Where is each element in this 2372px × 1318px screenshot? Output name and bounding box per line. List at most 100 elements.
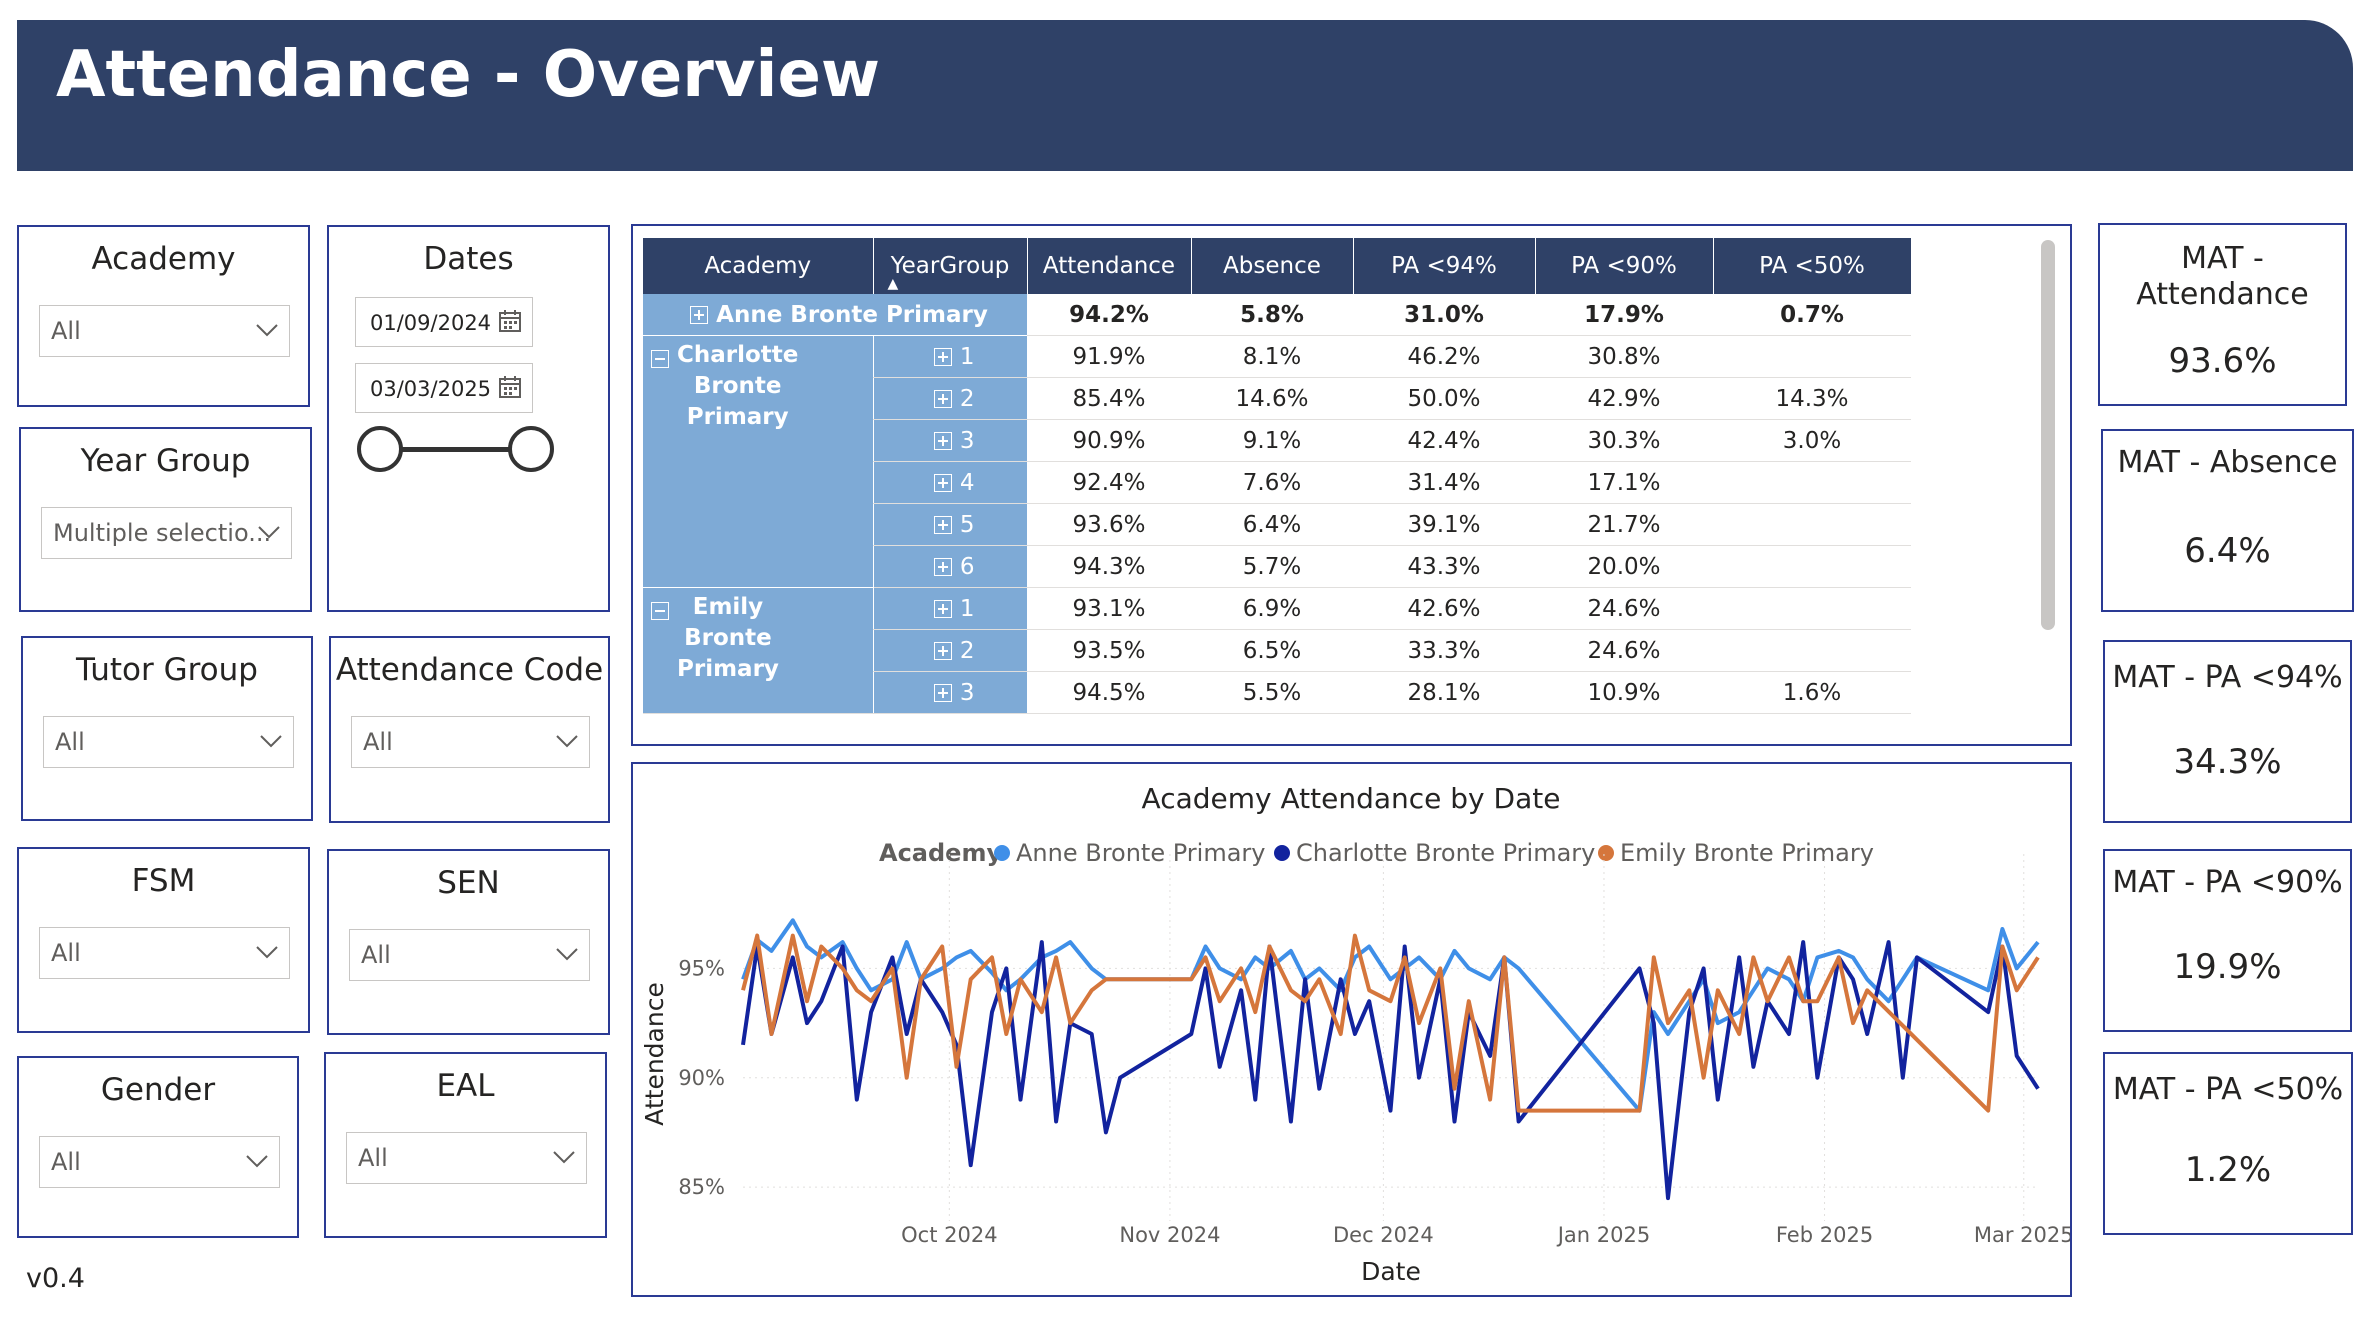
- pa90-cell: 24.6%: [1535, 587, 1713, 630]
- sen-dropdown[interactable]: All: [349, 929, 590, 981]
- series-line-0: [741, 918, 2040, 1113]
- gender-slicer: Gender All: [17, 1056, 299, 1238]
- legend-entry: Charlotte Bronte Primary: [1296, 839, 1595, 867]
- kpi-value: 93.6%: [2168, 341, 2277, 381]
- chevron-down-icon: [556, 735, 578, 748]
- pa50-cell: [1713, 335, 1911, 378]
- academy-cell: Charlotte Bronte Primary: [643, 335, 873, 588]
- series-line-2: [741, 933, 2040, 1113]
- header-bar: [17, 20, 2353, 171]
- kpi-title: MAT - Attendance: [2136, 241, 2309, 312]
- matrix-table: Academy YearGroup ▲ Attendance Absence PA…: [643, 238, 1912, 714]
- fsm-dropdown[interactable]: All: [39, 927, 290, 979]
- legend-marker: [994, 845, 1010, 861]
- year-group-cell: 3: [872, 671, 1027, 714]
- chevron-down-icon: [553, 1151, 575, 1164]
- expand-icon[interactable]: [933, 432, 952, 450]
- tutor-group-slicer-title: Tutor Group: [76, 652, 258, 688]
- fsm-slicer: FSM All: [17, 847, 310, 1033]
- academy-dropdown-value: All: [51, 317, 81, 345]
- matrix-scrollbar[interactable]: [2041, 240, 2055, 630]
- pa94-cell: 33.3%: [1353, 629, 1535, 672]
- end-date-input[interactable]: 03/03/2025: [355, 363, 533, 413]
- eal-slicer: EAL All: [324, 1052, 607, 1238]
- table-row: 2 85.4% 14.6% 50.0% 42.9% 14.3%: [643, 377, 1911, 420]
- legend-marker: [1598, 845, 1614, 861]
- sen-slicer-title: SEN: [437, 865, 500, 901]
- pa94-cell: 42.4%: [1353, 419, 1535, 462]
- version-label: v0.4: [26, 1263, 85, 1294]
- tutor-group-dropdown[interactable]: All: [43, 716, 294, 768]
- start-date-input[interactable]: 01/09/2024: [355, 297, 533, 347]
- expand-icon[interactable]: [933, 516, 952, 534]
- column-header[interactable]: Attendance: [1027, 238, 1192, 294]
- expand-icon[interactable]: [933, 348, 952, 366]
- x-tick-label: Dec 2024: [1333, 1223, 1434, 1247]
- pa50-cell: 0.7%: [1713, 294, 1911, 336]
- collapse-icon[interactable]: [651, 350, 669, 368]
- x-tick-label: Mar 2025: [1974, 1223, 2070, 1247]
- pa50-cell: [1713, 461, 1911, 504]
- dates-slicer: Dates 01/09/2024 03/03/2025: [327, 225, 610, 612]
- sen-dropdown-value: All: [361, 941, 391, 969]
- date-range-end-handle[interactable]: [508, 426, 554, 472]
- attendance-code-dropdown-value: All: [363, 728, 393, 756]
- absence-cell: 9.1%: [1191, 419, 1353, 462]
- sort-ascending-icon: ▲: [887, 276, 899, 292]
- chevron-down-icon: [256, 324, 278, 337]
- year-group-dropdown[interactable]: Multiple selectio...: [41, 507, 292, 559]
- legend-entry: Anne Bronte Primary: [1016, 839, 1265, 867]
- expand-icon[interactable]: [933, 642, 952, 660]
- table-row: 3 90.9% 9.1% 42.4% 30.3% 3.0%: [643, 419, 1911, 462]
- column-header[interactable]: PA <94%: [1353, 238, 1536, 294]
- academy-cell: Anne Bronte Primary: [643, 294, 1027, 336]
- sen-slicer: SEN All: [327, 849, 610, 1035]
- attendance-cell: 93.1%: [1027, 587, 1191, 630]
- pa90-cell: 30.3%: [1535, 419, 1713, 462]
- expand-icon[interactable]: [933, 474, 952, 492]
- x-axis-label: Date: [1361, 1257, 1421, 1286]
- calendar-icon[interactable]: [498, 309, 522, 333]
- expand-icon[interactable]: [933, 600, 952, 618]
- expand-icon[interactable]: [933, 390, 952, 408]
- attendance-cell: 94.2%: [1027, 294, 1191, 336]
- absence-cell: 5.5%: [1191, 671, 1353, 714]
- kpi-title: MAT - PA <90%: [2112, 865, 2343, 900]
- column-header[interactable]: Academy: [643, 238, 874, 294]
- end-date-value: 03/03/2025: [370, 377, 492, 401]
- expand-icon[interactable]: [933, 684, 952, 702]
- column-header[interactable]: PA <50%: [1713, 238, 1912, 294]
- column-header[interactable]: PA <90%: [1535, 238, 1714, 294]
- attendance-code-dropdown[interactable]: All: [351, 716, 590, 768]
- attendance-cell: 91.9%: [1027, 335, 1191, 378]
- kpi-card-absence: MAT - Absence 6.4%: [2101, 429, 2354, 612]
- date-range-start-handle[interactable]: [357, 426, 403, 472]
- pa94-cell: 39.1%: [1353, 503, 1535, 546]
- kpi-title: MAT - PA <50%: [2112, 1072, 2344, 1107]
- pa50-cell: 3.0%: [1713, 419, 1911, 462]
- eal-slicer-title: EAL: [436, 1068, 495, 1104]
- expand-icon[interactable]: [690, 306, 709, 324]
- column-header[interactable]: Absence: [1191, 238, 1354, 294]
- year-group-value: 2: [959, 385, 975, 412]
- pa90-cell: 17.1%: [1535, 461, 1713, 504]
- gender-dropdown[interactable]: All: [39, 1136, 280, 1188]
- eal-dropdown[interactable]: All: [346, 1132, 587, 1184]
- pa90-cell: 20.0%: [1535, 545, 1713, 588]
- x-tick-label: Feb 2025: [1776, 1223, 1873, 1247]
- collapse-icon[interactable]: [651, 602, 669, 620]
- year-group-cell: 2: [872, 629, 1027, 672]
- table-row: Emily Bronte Primary 1 93.1% 6.9% 42.6% …: [643, 587, 1911, 714]
- column-header-sorted[interactable]: YearGroup ▲: [873, 238, 1028, 294]
- expand-icon[interactable]: [933, 558, 952, 576]
- academy-dropdown[interactable]: All: [39, 305, 290, 357]
- year-group-value: 4: [959, 469, 975, 496]
- academy-slicer: Academy All: [17, 225, 310, 407]
- pa94-cell: 43.3%: [1353, 545, 1535, 588]
- absence-cell: 7.6%: [1191, 461, 1353, 504]
- chevron-down-icon: [256, 946, 278, 959]
- calendar-icon[interactable]: [498, 375, 522, 399]
- pa94-cell: 31.0%: [1353, 294, 1535, 336]
- year-group-slicer-title: Year Group: [80, 443, 251, 479]
- tutor-group-dropdown-value: All: [55, 728, 85, 756]
